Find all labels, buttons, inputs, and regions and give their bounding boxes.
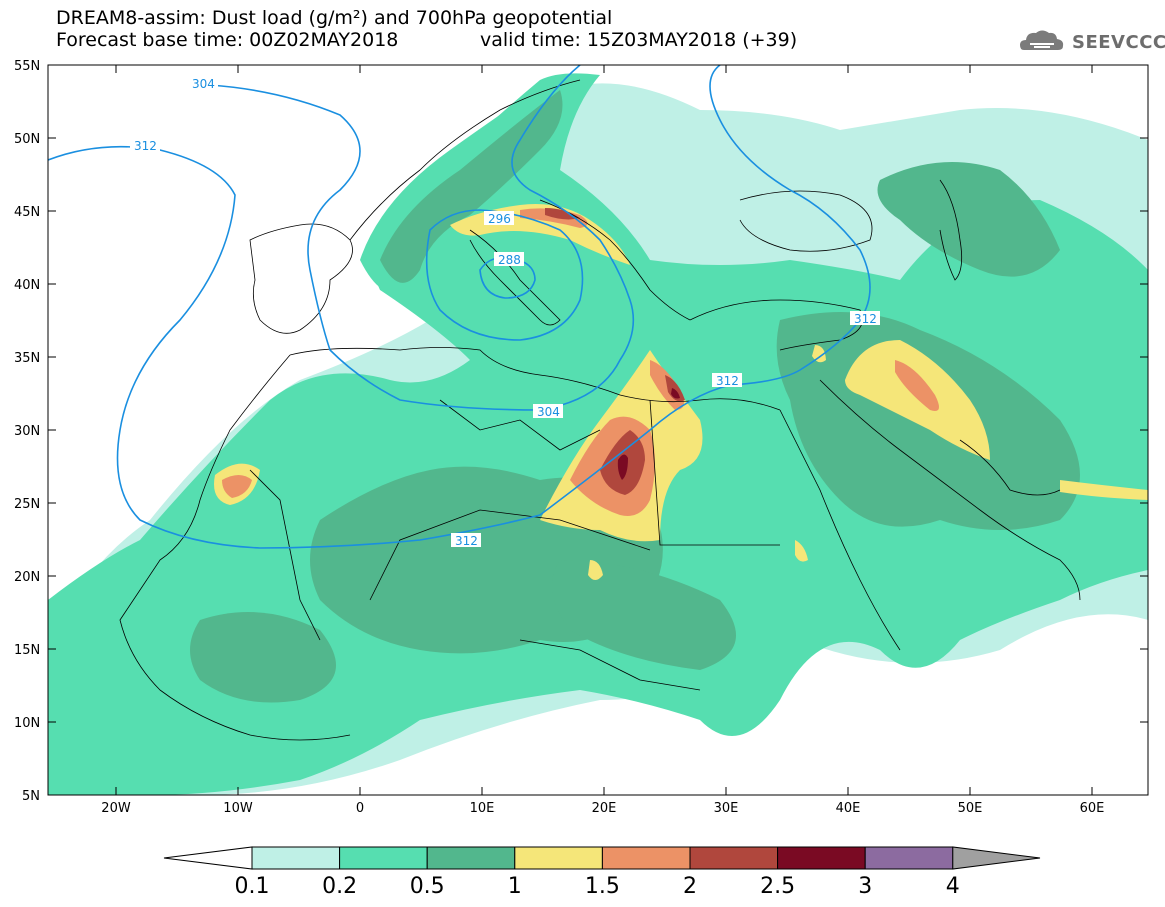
contour-label: 304 — [537, 405, 560, 419]
chart-title-valid-time: valid time: 15Z03MAY2018 (+39) — [480, 29, 798, 51]
dust-field-mid-sahel — [552, 560, 736, 670]
lat-label: 50N — [14, 132, 40, 147]
colorbar-label: 0.1 — [235, 874, 270, 899]
dust-field-yellow-small2 — [812, 345, 826, 363]
colorbar-label: 0.2 — [322, 874, 357, 899]
contour-label: 288 — [498, 253, 521, 267]
lon-label: 20W — [101, 801, 131, 816]
dust-field-red-adriatic — [545, 208, 580, 220]
colorbar-over-arrow — [952, 846, 1041, 870]
colorbar-labels: 0.1 0.2 0.5 1 1.5 2 2.5 3 4 — [235, 874, 960, 899]
colorbar — [163, 846, 1041, 870]
lon-label: 10W — [223, 801, 253, 816]
contour-label: 312 — [134, 139, 157, 153]
lat-label: 45N — [14, 205, 40, 220]
lat-labels: 55N 50N 45N 40N 35N 30N 25N 20N 15N 10N … — [14, 59, 40, 804]
lat-label: 10N — [14, 716, 40, 731]
coast-iberia-africa — [249, 223, 353, 334]
colorbar-label: 0.5 — [410, 874, 445, 899]
lon-ticks — [115, 65, 1093, 795]
dust-field-mid-africa — [190, 612, 336, 703]
coast-caspian — [939, 179, 963, 281]
colorbar-label: 1 — [508, 874, 522, 899]
lon-label: 40E — [836, 801, 861, 816]
colorbar-swatch — [777, 846, 866, 870]
coast-italy — [469, 229, 561, 326]
colorbar-label: 4 — [946, 874, 960, 899]
dust-field-orange-iraq — [895, 360, 939, 411]
chart-title-line1: DREAM8-assim: Dust load (g/m²) and 700hP… — [56, 7, 613, 29]
coast-west-africa — [119, 354, 351, 741]
colorbar-swatch — [251, 846, 341, 870]
dust-field-orange-morocco — [222, 475, 252, 498]
coast-balkans — [539, 199, 691, 321]
contour-312-west — [48, 65, 871, 549]
coast-europe-north — [349, 79, 581, 241]
contour-304-north — [209, 65, 635, 411]
colorbar-under-arrow — [163, 846, 253, 870]
lat-label: 15N — [14, 643, 40, 658]
dust-field-darkred-libya — [617, 454, 628, 480]
dust-fields — [48, 73, 1148, 795]
colorbar-swatch — [689, 846, 779, 870]
dust-field-yellow-arabia-east — [1060, 480, 1148, 500]
coast-black-sea — [739, 190, 873, 252]
contour-label: 312 — [854, 312, 877, 326]
chart-title-base-time: Forecast base time: 00Z02MAY2018 — [56, 29, 399, 51]
cloud-logo-icon — [1020, 30, 1064, 50]
dust-field-yellow-redsea — [795, 540, 808, 562]
lon-label: 50E — [958, 801, 983, 816]
lat-label: 25N — [14, 497, 40, 512]
border-sahara-2 — [439, 399, 601, 451]
contour-296 — [425, 209, 584, 341]
lon-labels: 20W 10W 0 10E 20E 30E 40E 50E 60E — [101, 801, 1104, 816]
dust-field-yellow-iraq — [845, 340, 990, 460]
colorbar-swatch — [426, 846, 516, 870]
dust-field-mid — [380, 90, 563, 283]
dust-field-darkred-crete — [671, 388, 680, 399]
contour-label: 312 — [716, 374, 739, 388]
lon-label: 20E — [592, 801, 617, 816]
coast-redsea — [779, 409, 901, 651]
lat-ticks — [48, 64, 1148, 796]
logo-text: SEEVCCC — [1072, 32, 1165, 53]
colorbar-label: 2 — [683, 874, 697, 899]
colorbar-label: 3 — [858, 874, 872, 899]
colorbar-label: 1.5 — [585, 874, 620, 899]
lon-label: 30E — [714, 801, 739, 816]
lon-label: 10E — [470, 801, 495, 816]
colorbar-swatch — [864, 846, 954, 870]
lon-label: 60E — [1080, 801, 1105, 816]
border-sahara-1 — [369, 509, 651, 601]
coast-north-africa — [289, 347, 781, 411]
lat-label: 5N — [22, 789, 40, 804]
dust-field-yellow-small1 — [588, 560, 603, 580]
coast-arabia — [819, 379, 1081, 601]
dust-field-red-crete — [665, 375, 685, 402]
coastlines — [119, 79, 1081, 741]
lat-label: 20N — [14, 570, 40, 585]
lat-label: 35N — [14, 351, 40, 366]
contour-label: 312 — [455, 534, 478, 548]
lat-label: 40N — [14, 278, 40, 293]
contour-label: 296 — [488, 212, 511, 226]
dust-field-mid-east — [877, 162, 1060, 277]
lon-label: 0 — [356, 801, 364, 816]
coast-gulf — [959, 439, 1061, 496]
lat-label: 30N — [14, 424, 40, 439]
colorbar-label: 2.5 — [760, 874, 795, 899]
colorbar-swatch — [514, 846, 603, 870]
border-sahara-4 — [249, 469, 321, 641]
border-sahara-3 — [649, 399, 780, 546]
colorbar-swatch — [339, 846, 428, 870]
contour-labels: 304 312 296 288 312 312 304 312 — [130, 76, 880, 548]
lat-label: 55N — [14, 59, 40, 74]
border-africa-5 — [519, 639, 701, 691]
coast-turkey — [689, 299, 863, 351]
contour-label: 304 — [192, 77, 215, 91]
colorbar-swatch — [601, 846, 691, 870]
